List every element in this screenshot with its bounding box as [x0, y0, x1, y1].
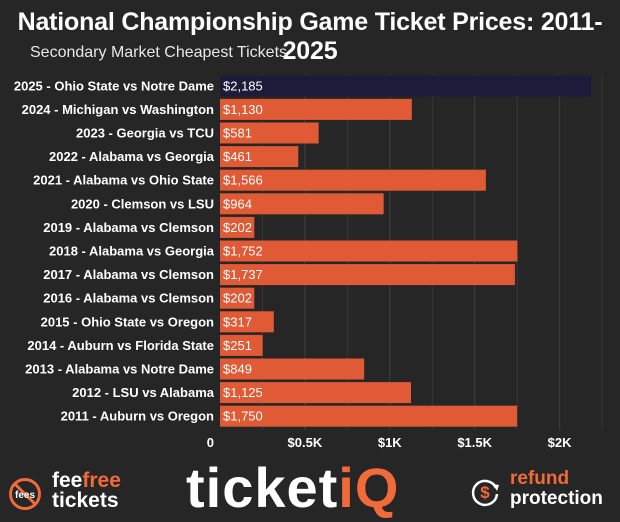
value-label: $849	[223, 362, 252, 377]
feefree-word-fee: fee	[52, 469, 83, 492]
x-tick-label: $1.5K	[457, 435, 492, 450]
value-label: $251	[223, 338, 252, 353]
category-label: 2019 - Alabama vs Clemson	[43, 220, 214, 235]
category-label: 2013 - Alabama vs Notre Dame	[25, 362, 214, 377]
dollar-refresh-icon: $	[471, 479, 499, 507]
bar	[220, 311, 274, 333]
refund-protection-logo[interactable]: $ refund protection	[468, 469, 618, 515]
category-label: 2018 - Alabama vs Georgia	[49, 244, 215, 259]
bar	[220, 405, 518, 427]
category-labels: 2025 - Ohio State vs Notre Dame 2024 - Mi…	[14, 78, 215, 423]
value-label: $202	[223, 220, 252, 235]
value-labels: $2,185 $1,130 $581 $461 $1,566 $964 $202 $1,752…	[223, 78, 263, 423]
category-label: 2025 - Ohio State vs Notre Dame	[14, 78, 214, 93]
bar	[220, 98, 412, 120]
value-label: $1,750	[223, 409, 263, 424]
feefree-tickets-logo[interactable]: fees feefree tickets	[8, 469, 148, 515]
no-fees-icon-text: fees	[15, 490, 35, 501]
chart-title: National Championship Game Ticket Prices…	[17, 8, 603, 65]
bars	[220, 75, 591, 427]
x-tick-label: $2K	[548, 435, 572, 450]
x-tick-label: $0.5K	[288, 435, 323, 450]
bar-chart: 2025 - Ohio State vs Notre Dame 2024 - Mi…	[14, 74, 603, 450]
bar	[220, 216, 255, 238]
category-label: 2017 - Alabama vs Clemson	[43, 267, 214, 282]
category-label: 2022 - Alabama vs Georgia	[49, 149, 215, 164]
bar	[220, 169, 486, 191]
chart-subtitle: Secondary Market Cheapest Tickets	[30, 44, 288, 61]
bar	[220, 193, 384, 215]
bar	[220, 264, 515, 286]
x-axis-ticks: 0 $0.5K $1K $1.5K $2K	[207, 435, 572, 450]
x-tick-label: 0	[207, 435, 214, 450]
x-tick-label: $1K	[378, 435, 402, 450]
dollar-sign: $	[480, 483, 490, 502]
category-label: 2023 - Georgia vs TCU	[76, 126, 214, 141]
value-label: $1,566	[223, 173, 263, 188]
category-label: 2024 - Michigan vs Washington	[22, 102, 214, 117]
category-label: 2020 - Clemson vs LSU	[71, 196, 214, 211]
category-label: 2021 - Alabama vs Ohio State	[33, 173, 214, 188]
ticketiq-logo-accent: iQ	[338, 456, 400, 519]
no-fees-icon: fees	[9, 478, 41, 510]
refund-protection-text: refund protection	[510, 469, 603, 509]
bar	[220, 122, 319, 144]
footer: fees feefree tickets ticketiQ $ refund p…	[0, 455, 620, 522]
category-label: 2014 - Auburn vs Florida State	[27, 338, 214, 353]
value-label: $964	[223, 196, 252, 211]
bar	[220, 382, 411, 404]
value-label: $1,752	[223, 244, 263, 259]
category-label: 2015 - Ohio State vs Oregon	[41, 314, 214, 329]
value-label: $581	[223, 126, 252, 141]
value-label: $1,737	[223, 267, 263, 282]
refund-word: refund	[510, 468, 570, 489]
value-label: $1,125	[223, 385, 263, 400]
bar	[220, 358, 365, 380]
value-label: $461	[223, 149, 252, 164]
feefree-word-tickets: tickets	[52, 489, 119, 512]
ticketiq-logo[interactable]: ticketiQ	[186, 457, 399, 519]
bar	[220, 146, 299, 168]
category-label: 2012 - LSU vs Alabama	[72, 385, 215, 400]
value-label: $1,130	[223, 102, 263, 117]
value-label: $202	[223, 291, 252, 306]
bar	[220, 334, 263, 356]
value-label: $317	[223, 314, 252, 329]
bar	[220, 75, 591, 97]
protection-word: protection	[510, 488, 603, 509]
ticketiq-logo-main: ticket	[186, 456, 339, 519]
category-label: 2016 - Alabama vs Clemson	[43, 291, 214, 306]
category-label: 2011 - Auburn vs Oregon	[61, 409, 214, 424]
value-label: $2,185	[223, 78, 263, 93]
feefree-tickets-text: feefree tickets	[52, 469, 121, 512]
bar	[220, 287, 255, 309]
bar	[220, 240, 518, 262]
feefree-word-free: free	[82, 469, 121, 492]
